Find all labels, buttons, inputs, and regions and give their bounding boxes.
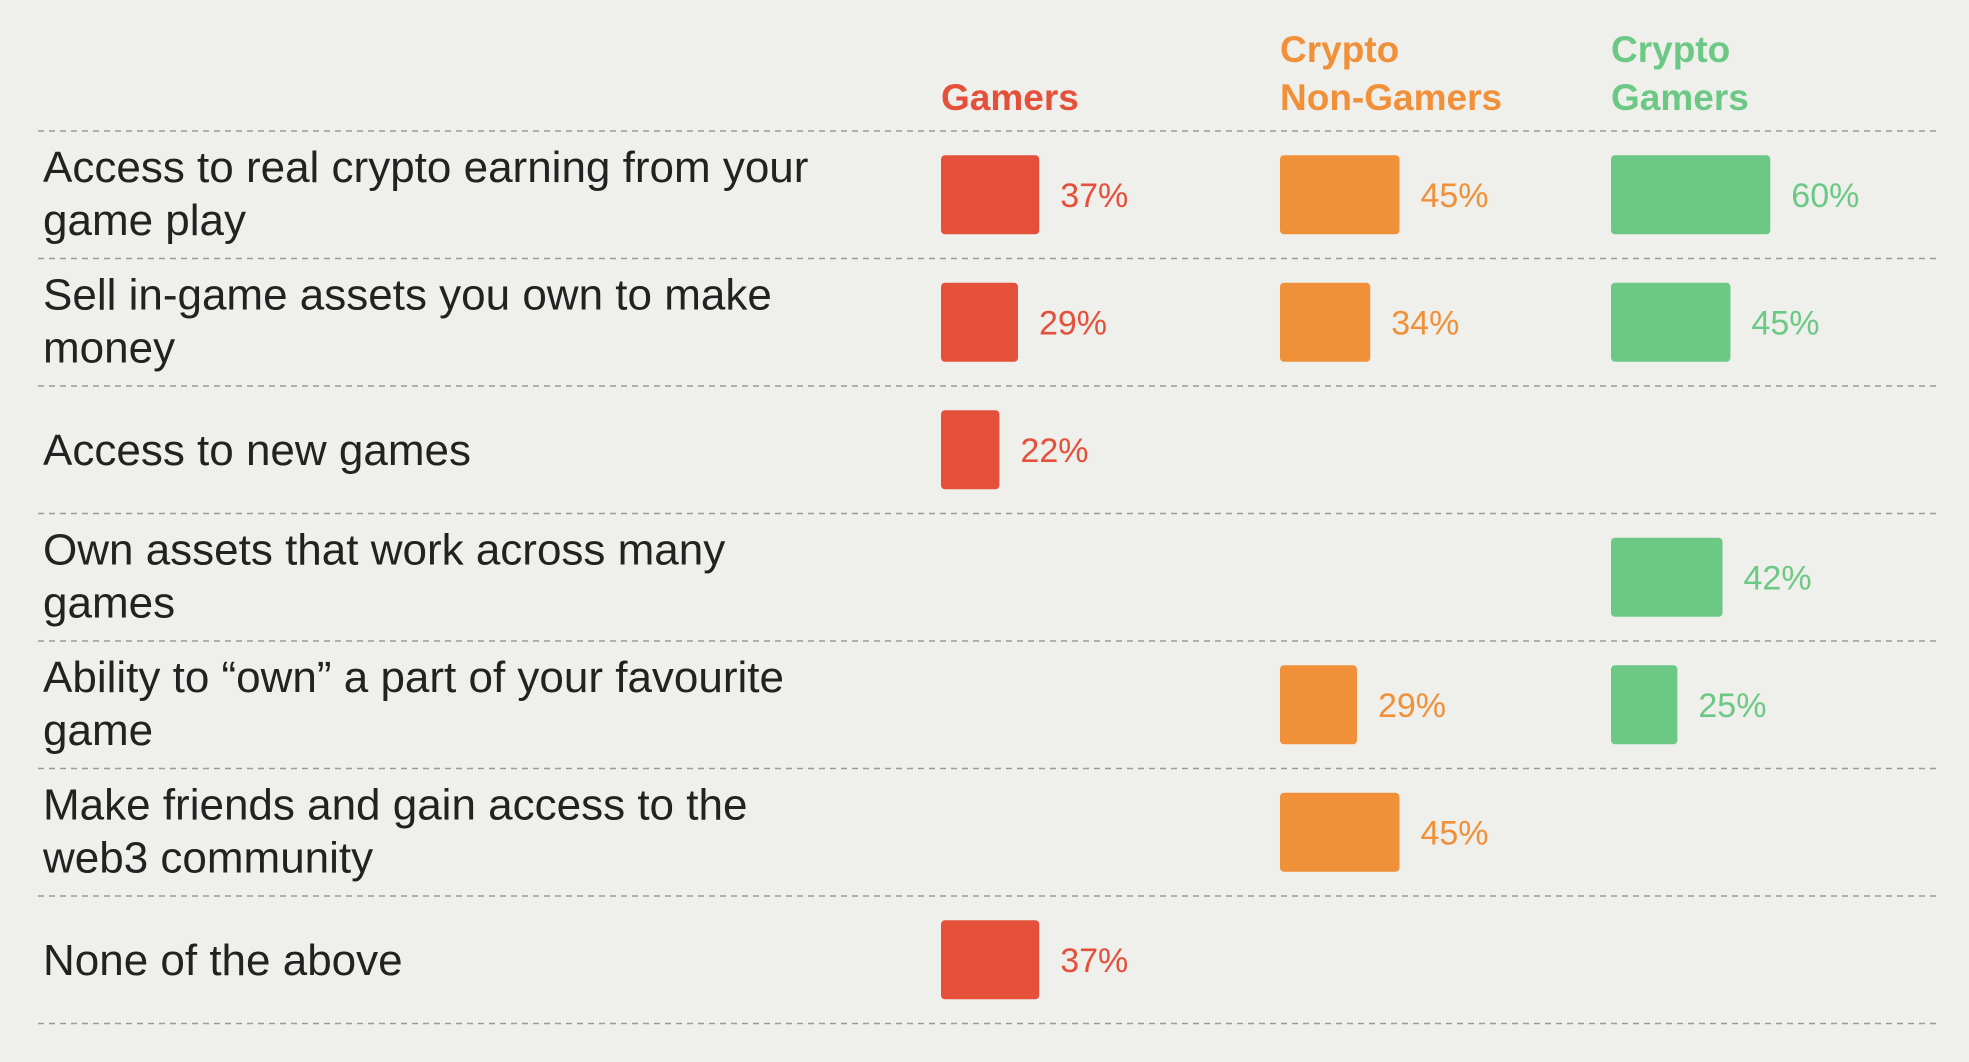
category-label: games [43, 579, 175, 628]
bar-value-label: 45% [1751, 304, 1819, 342]
category-label: Access to new games [43, 426, 471, 475]
bar-value-label: 37% [1060, 177, 1128, 215]
bar [1611, 282, 1731, 362]
bar [1280, 792, 1400, 872]
bar [1280, 155, 1400, 235]
bar [1280, 665, 1357, 745]
bar [1611, 537, 1723, 617]
category-label: Ability to “own” a part of your favourit… [43, 653, 784, 702]
category-label: Make friends and gain access to the [43, 781, 747, 830]
bar-value-label: 29% [1378, 687, 1446, 725]
category-label: game play [43, 196, 246, 245]
category-label: money [43, 324, 175, 373]
bar [941, 920, 1040, 1000]
category-label: Own assets that work across many [43, 526, 725, 575]
series-header-crypto-gamers: Crypto [1611, 29, 1730, 70]
series-header-crypto-non-gamers: Non-Gamers [1280, 77, 1502, 118]
bar-value-label: 60% [1791, 177, 1859, 215]
category-label: Sell in-game assets you own to make [43, 271, 772, 320]
category-label: Access to real crypto earning from your [43, 143, 808, 192]
bar [1611, 665, 1678, 745]
bar-value-label: 29% [1039, 304, 1107, 342]
series-header-crypto-gamers: Gamers [1611, 77, 1749, 118]
category-label: web3 community [42, 834, 373, 883]
series-header-gamers: Gamers [941, 77, 1079, 118]
bar-value-label: 42% [1744, 559, 1812, 597]
bar [941, 410, 1000, 490]
bar-value-label: 25% [1698, 687, 1766, 725]
bar [941, 155, 1040, 235]
category-label: game [43, 706, 153, 755]
bar [1280, 282, 1371, 362]
category-label: None of the above [43, 936, 403, 985]
bar-value-label: 34% [1391, 304, 1459, 342]
bar-value-label: 22% [1020, 432, 1088, 470]
series-header-crypto-non-gamers: Crypto [1280, 29, 1399, 70]
bar-value-label: 37% [1060, 942, 1128, 980]
bar-value-label: 45% [1420, 177, 1488, 215]
bar [941, 282, 1018, 362]
bar [1611, 155, 1771, 235]
bar-value-label: 45% [1420, 814, 1488, 852]
